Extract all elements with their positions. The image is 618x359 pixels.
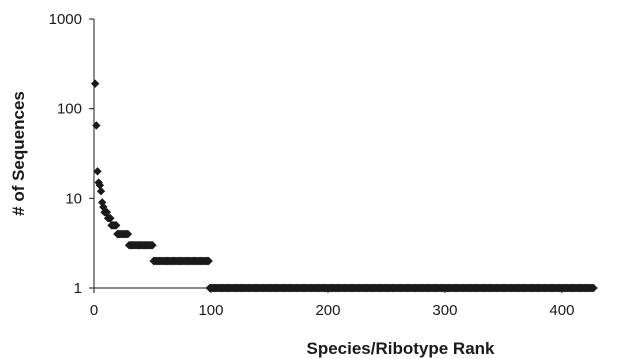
- x-tick-label: 100: [198, 302, 223, 319]
- data-point: [589, 283, 598, 293]
- axes: [93, 19, 597, 289]
- data-point: [97, 198, 107, 207]
- data-point: [148, 241, 157, 250]
- y-tick-label: 1: [74, 280, 82, 297]
- x-tick-label: 0: [90, 302, 98, 319]
- y-ticks: 1 10 100 1000: [49, 11, 94, 297]
- data-point: [93, 167, 102, 176]
- y-tick-label: 10: [65, 190, 82, 207]
- y-tick-label: 100: [57, 101, 82, 118]
- data-point: [112, 221, 121, 230]
- data-point: [123, 229, 133, 239]
- y-tick-label: 1000: [49, 11, 82, 28]
- x-tick-label: 300: [432, 302, 457, 319]
- x-tick-label: 200: [315, 302, 340, 319]
- x-tick-label: 400: [549, 302, 574, 319]
- data-point: [204, 256, 213, 266]
- data-point: [90, 79, 100, 88]
- x-axis-title: Species/Ribotype Rank: [306, 339, 495, 358]
- x-ticks: 0 100 200 300 400: [90, 288, 574, 319]
- data-point: [102, 208, 112, 217]
- data-points: [90, 79, 598, 293]
- data-point: [96, 187, 106, 196]
- data-point: [106, 214, 115, 223]
- y-axis-title: # of Sequences: [9, 91, 28, 216]
- data-point: [95, 181, 105, 190]
- data-point: [92, 121, 101, 130]
